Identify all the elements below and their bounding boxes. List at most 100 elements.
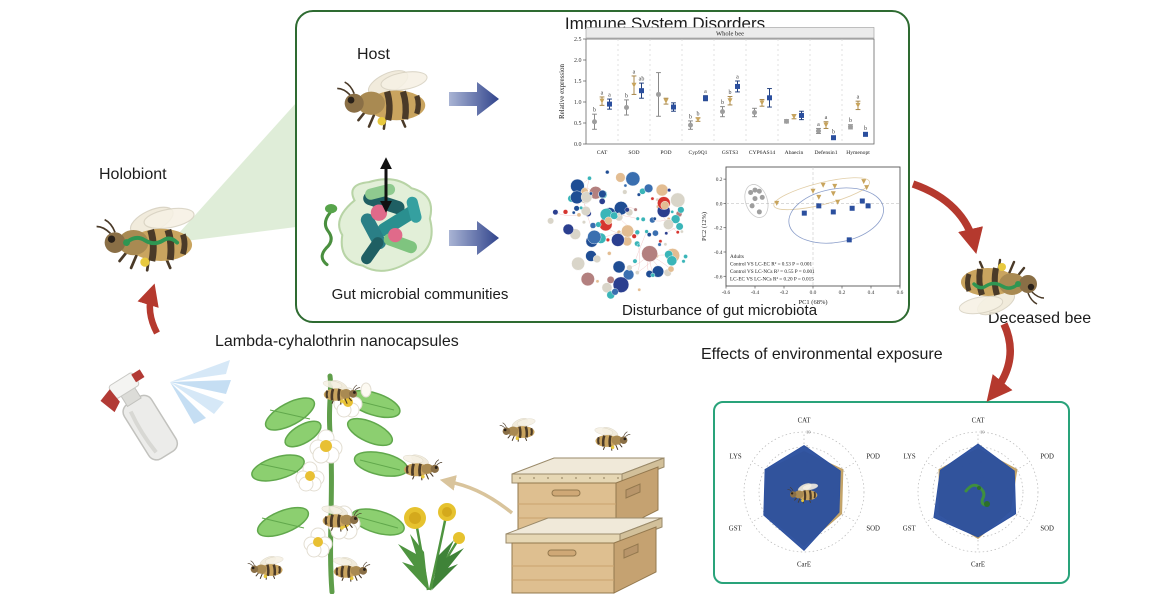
svg-text:-0.6: -0.6	[722, 290, 731, 296]
svg-text:CYP6AS14: CYP6AS14	[749, 150, 776, 156]
svg-text:a: a	[704, 89, 707, 95]
svg-text:Defensin1: Defensin1	[815, 149, 838, 156]
arrow-to-holobiont	[137, 283, 160, 335]
radar-center-bee-icon	[786, 481, 822, 505]
svg-text:2.5: 2.5	[574, 37, 582, 43]
svg-text:0.2: 0.2	[839, 290, 846, 296]
svg-text:a: a	[633, 69, 636, 75]
deceased-bee-icon	[948, 256, 1048, 320]
svg-text:ab: ab	[639, 77, 645, 83]
svg-text:CAT: CAT	[972, 418, 986, 425]
svg-text:a: a	[608, 93, 611, 99]
svg-text:-0.2: -0.2	[780, 290, 789, 296]
svg-text:GST: GST	[903, 526, 917, 533]
ground-bee-icon	[328, 555, 372, 583]
svg-text:a: a	[817, 122, 820, 128]
svg-text:b: b	[721, 100, 724, 106]
holobiont-label: Holobiont	[99, 166, 167, 183]
svg-text:-0.6: -0.6	[714, 274, 723, 280]
svg-text:0.5: 0.5	[574, 121, 582, 127]
svg-text:b: b	[689, 114, 692, 120]
svg-text:Adults: Adults	[730, 254, 744, 260]
svg-text:a: a	[825, 115, 828, 121]
svg-text:SOD: SOD	[866, 526, 880, 533]
svg-text:a: a	[601, 90, 604, 96]
hive-bee-icon	[590, 425, 632, 452]
svg-text:-0.2: -0.2	[714, 226, 723, 232]
svg-text:0.2: 0.2	[716, 177, 723, 183]
svg-text:SOD: SOD	[1040, 526, 1054, 533]
host-label: Host	[357, 46, 390, 63]
svg-text:Control VS LC-NCs R² = 0.55 P: Control VS LC-NCs R² = 0.55 P = 0.001	[730, 269, 815, 275]
svg-text:b: b	[832, 130, 835, 136]
dandelion-illustration	[398, 503, 465, 591]
svg-text:GST: GST	[729, 526, 743, 533]
svg-text:b: b	[864, 126, 867, 132]
svg-text:Whole bee: Whole bee	[716, 31, 744, 38]
svg-text:1.5: 1.5	[574, 79, 582, 85]
svg-text:-0.4: -0.4	[751, 290, 760, 296]
bee-on-flower-icon	[316, 503, 364, 533]
hive-bee-icon	[498, 416, 540, 443]
svg-text:0.0: 0.0	[574, 142, 582, 148]
svg-text:10: 10	[980, 430, 985, 435]
bee-on-flower-icon	[318, 378, 362, 406]
svg-text:PC1 (68%): PC1 (68%)	[798, 299, 827, 306]
hive-box-bottom	[505, 517, 663, 594]
pcoa-scatter-chart: -0.6 -0.4 -0.2 0.0 0.2 0.4 0.6 0.2 0.0 -0.2 -0.4 -0…	[701, 166, 904, 306]
svg-text:0.4: 0.4	[868, 290, 875, 296]
svg-text:2.0: 2.0	[574, 58, 582, 64]
immune-panel: Immune System Disorders Host Gut microbi…	[295, 10, 910, 323]
holobiont-bee-icon	[92, 200, 207, 276]
svg-text:Control VS LC-EC R² = 0.53 P =: Control VS LC-EC R² = 0.53 P = 0.001	[730, 262, 812, 268]
svg-text:a: a	[736, 75, 739, 81]
svg-text:5: 5	[806, 445, 809, 450]
arrow-to-radar-panel	[986, 322, 1015, 402]
svg-text:0.6: 0.6	[897, 290, 904, 296]
spray-mist	[170, 360, 231, 424]
svg-text:CAT: CAT	[798, 418, 812, 425]
svg-text:b: b	[849, 118, 852, 124]
svg-text:CAT: CAT	[597, 150, 608, 156]
svg-text:PC2 (12%): PC2 (12%)	[701, 212, 708, 241]
arrow-to-deceased-bee	[911, 180, 983, 254]
spray-bottle-icon	[100, 360, 231, 461]
svg-text:LC-EC VS LC-NCs R² = 0.20 P =: LC-EC VS LC-NCs R² = 0.20 P = 0.015	[730, 277, 814, 283]
ground-bee-icon	[246, 554, 288, 581]
svg-text:LYS: LYS	[903, 454, 915, 461]
svg-text:-0.4: -0.4	[714, 250, 723, 256]
svg-text:0.0: 0.0	[716, 201, 723, 207]
svg-text:Cyp9Q1: Cyp9Q1	[689, 150, 708, 156]
beehive-stack-illustration	[505, 457, 665, 594]
nanocapsules-label: Lambda-cyhalothrin nanocapsules	[215, 333, 459, 350]
svg-text:POD: POD	[660, 150, 671, 156]
gut-communities-label: Gut microbial communities	[331, 286, 509, 303]
svg-text:LYS: LYS	[729, 454, 741, 461]
svg-text:GSTS3: GSTS3	[722, 150, 739, 156]
svg-text:b: b	[593, 108, 596, 114]
svg-text:POD: POD	[1040, 454, 1054, 461]
svg-text:SOD: SOD	[628, 150, 639, 156]
svg-text:Abaecin: Abaecin	[785, 150, 804, 156]
svg-text:CarE: CarE	[971, 562, 985, 569]
svg-text:1.0: 1.0	[574, 100, 582, 106]
enzyme-radar-panel: CATPODSODCarEGSTLYS1050-5 CATPODSODCarEG…	[713, 401, 1070, 584]
svg-text:POD: POD	[866, 454, 880, 461]
svg-text:10: 10	[806, 430, 811, 435]
svg-text:a: a	[857, 95, 860, 101]
svg-text:Hymenopt: Hymenopt	[846, 150, 870, 156]
radar-chart-larva: CATPODSODCarEGSTLYS1050-5	[903, 418, 1054, 569]
tea-plant-illustration	[251, 373, 409, 594]
svg-text:b: b	[625, 93, 628, 99]
flying-bee-icon	[398, 452, 444, 482]
svg-text:b: b	[729, 90, 732, 96]
host-bee-icon	[333, 64, 439, 134]
gene-expression-chart: Whole bee 0.0 0.5 1.0 1.5 2.0 2.5 Relative expr…	[558, 27, 875, 156]
svg-text:b: b	[697, 111, 700, 117]
svg-text:Relative expression: Relative expression	[558, 63, 566, 119]
svg-text:0.0: 0.0	[810, 290, 817, 296]
svg-text:CarE: CarE	[797, 562, 811, 569]
microbiota-network-chart	[547, 169, 688, 300]
effects-label: Effects of environmental exposure	[701, 346, 943, 363]
